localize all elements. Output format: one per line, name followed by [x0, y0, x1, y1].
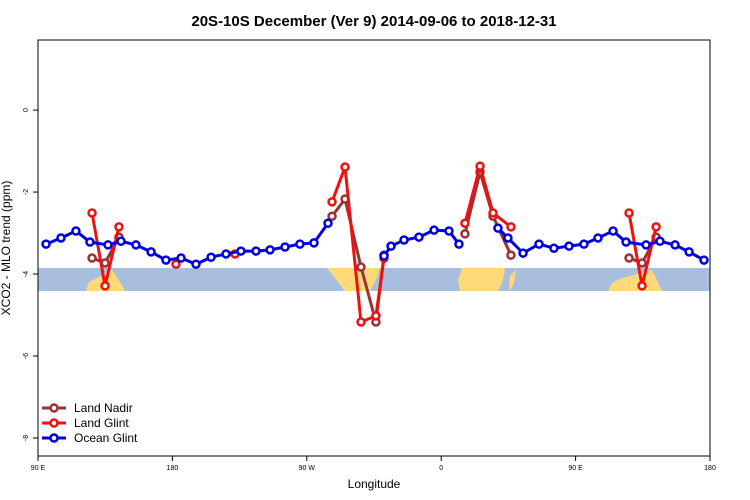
point	[641, 240, 651, 250]
legend-marker	[49, 433, 59, 443]
point	[460, 218, 470, 228]
legend-label: Ocean Glint	[74, 431, 138, 445]
point	[265, 245, 275, 255]
point	[637, 281, 647, 291]
point	[131, 240, 141, 250]
point	[651, 222, 661, 232]
point	[87, 208, 97, 218]
point	[503, 233, 513, 243]
point	[593, 233, 603, 243]
point	[549, 243, 559, 253]
point	[171, 259, 181, 269]
point	[621, 237, 631, 247]
point	[116, 236, 126, 246]
point	[356, 317, 366, 327]
point	[534, 239, 544, 249]
x-tick-label: 180	[704, 465, 716, 472]
point	[161, 255, 171, 265]
point	[624, 253, 634, 263]
point	[221, 249, 231, 259]
point	[236, 246, 246, 256]
x-tick-label: 0	[439, 465, 443, 472]
point	[103, 240, 113, 250]
y-axis-label: XCO2 - MLO trend (ppm)	[0, 181, 13, 316]
point	[506, 250, 516, 260]
legend-marker	[49, 403, 59, 413]
point	[655, 236, 665, 246]
x-axis-label: Longitude	[348, 477, 401, 491]
y-tick-label: -2	[23, 189, 30, 195]
land	[608, 270, 662, 291]
y-tick-label: -6	[23, 353, 30, 359]
point	[356, 262, 366, 272]
x-tick-label: 90 E	[568, 465, 583, 472]
point	[87, 253, 97, 263]
point	[327, 197, 337, 207]
point	[493, 223, 503, 233]
point	[624, 208, 634, 218]
point	[579, 239, 589, 249]
point	[608, 226, 618, 236]
plot-frame	[37, 39, 711, 457]
point	[85, 237, 95, 247]
point	[399, 235, 409, 245]
y-tick-label: -4	[23, 271, 30, 277]
point	[56, 233, 66, 243]
point	[444, 226, 454, 236]
point	[251, 246, 261, 256]
point	[564, 241, 574, 251]
point	[684, 247, 694, 257]
point	[414, 232, 424, 242]
point	[146, 247, 156, 257]
point	[114, 222, 124, 232]
map-band	[38, 268, 710, 291]
point	[699, 255, 709, 265]
x-tick-label: 180	[167, 465, 179, 472]
point	[295, 239, 305, 249]
land	[509, 270, 516, 291]
point	[309, 238, 319, 248]
y-tick-label: 0	[23, 108, 30, 112]
point	[488, 208, 498, 218]
point	[475, 161, 485, 171]
point	[386, 241, 396, 251]
point	[518, 248, 528, 258]
legend-marker	[49, 418, 59, 428]
x-tick-label: 90 E	[31, 465, 46, 472]
point	[379, 251, 389, 261]
point	[327, 211, 337, 221]
point	[41, 239, 51, 249]
y-tick-label: -8	[23, 435, 30, 441]
point	[340, 162, 350, 172]
point	[280, 242, 290, 252]
chart-title: 20S-10S December (Ver 9) 2014-09-06 to 2…	[191, 13, 556, 30]
legend-label: Land Nadir	[74, 401, 133, 415]
point	[191, 259, 201, 269]
point	[100, 281, 110, 291]
point	[460, 229, 470, 239]
legend-label: Land Glint	[74, 416, 129, 430]
point	[323, 218, 333, 228]
point	[71, 226, 81, 236]
land	[458, 268, 505, 291]
x-tick-label: 90 W	[299, 465, 316, 472]
point	[506, 222, 516, 232]
point	[429, 225, 439, 235]
point	[176, 253, 186, 263]
point	[454, 239, 464, 249]
point	[206, 252, 216, 262]
point	[371, 311, 381, 321]
point	[670, 240, 680, 250]
